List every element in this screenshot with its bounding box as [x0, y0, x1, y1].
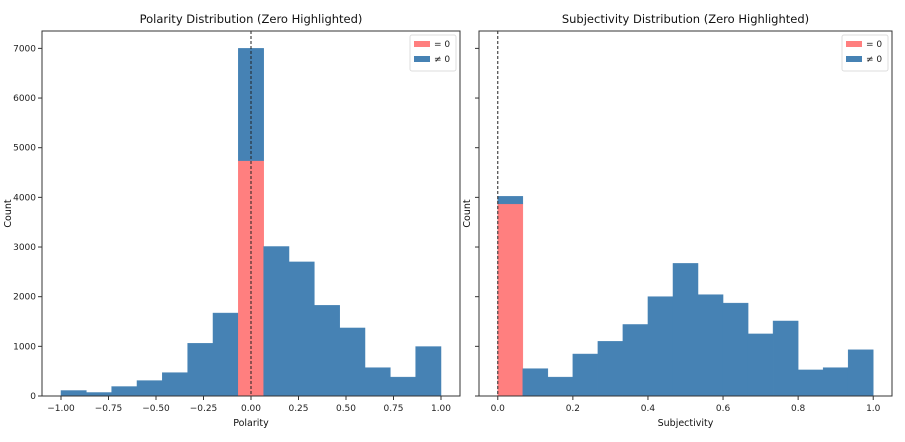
y-tick-label: 5000: [13, 144, 36, 154]
legend-label: = 0: [434, 40, 450, 50]
histogram-bar: [263, 246, 290, 397]
y-tick-label: 3000: [13, 243, 36, 253]
histogram-bar: [136, 380, 163, 397]
y-tick-label: 1000: [13, 342, 36, 352]
histogram-bar: [162, 372, 188, 397]
x-tick-label: 0.50: [336, 404, 356, 414]
x-tick-label: 0.0: [491, 404, 506, 414]
y-tick-label: 7000: [13, 44, 36, 54]
y-axis-label: Count: [462, 199, 473, 227]
y-tick-label: 4000: [13, 193, 36, 203]
histogram-bar: [187, 343, 214, 397]
x-tick-label: 0.2: [566, 404, 580, 414]
histogram-bar: [390, 376, 416, 397]
histogram-bar: [497, 203, 524, 397]
legend-swatch: [414, 56, 430, 62]
x-tick-label: −0.75: [95, 404, 123, 414]
x-tick-label: 0.75: [383, 404, 403, 414]
chart-polarity: −1.00 −0.75 −0.50 −0.25 0.00 0.25 0.50 0.75 1.00…: [3, 12, 461, 429]
legend-label: ≠ 0: [434, 55, 450, 65]
y-axis-label: Count: [3, 199, 14, 227]
histogram-bar: [747, 333, 774, 397]
x-tick-label: −1.00: [47, 404, 75, 414]
x-tick-label: 0.00: [241, 404, 261, 414]
y-tick-label: 2000: [13, 293, 36, 303]
histogram-bar: [212, 312, 239, 397]
histogram-bar: [647, 296, 674, 397]
histogram-bar: [597, 341, 624, 397]
legend-swatch: [846, 56, 862, 62]
chart-subjectivity: 0.0 0.2 0.4 0.6 0.8 1.0 Subjectivity Distribut…: [462, 12, 893, 429]
histogram-bar: [522, 368, 549, 397]
x-tick-label: 1.00: [431, 404, 451, 414]
histogram-bar: [415, 346, 442, 397]
x-tick-label: −0.50: [142, 404, 170, 414]
histogram-bar: [497, 196, 524, 205]
histogram-bar: [572, 353, 599, 397]
chart-title: Subjectivity Distribution (Zero Highligh…: [562, 12, 809, 26]
x-axis-label: Subjectivity: [658, 418, 714, 429]
histogram-bar: [314, 305, 340, 397]
histogram-bar: [847, 349, 874, 397]
histogram-bar: [672, 263, 699, 397]
x-tick-label: 1.0: [866, 404, 881, 414]
histogram-bar: [364, 367, 391, 397]
histogram-bar: [622, 324, 649, 397]
legend: = 0 ≠ 0: [841, 34, 889, 72]
histogram-bar: [86, 392, 112, 397]
histogram-bar: [60, 390, 87, 397]
histogram-bar: [288, 261, 315, 397]
x-tick-label: 0.4: [641, 404, 656, 414]
histogram-bar: [547, 376, 574, 397]
histogram-bar: [822, 367, 849, 397]
legend-swatch: [414, 41, 430, 47]
y-tick-label: 6000: [13, 94, 36, 104]
histogram-bar: [797, 369, 824, 397]
histogram-bar: [722, 302, 749, 397]
histogram-bar: [772, 320, 799, 397]
histogram-bar: [697, 294, 724, 397]
legend-swatch: [846, 41, 862, 47]
x-tick-label: −0.25: [190, 404, 218, 414]
axes-frame: [478, 30, 893, 397]
chart-title: Polarity Distribution (Zero Highlighted): [140, 12, 363, 26]
x-tick-label: 0.6: [716, 404, 731, 414]
legend-label: ≠ 0: [866, 55, 882, 65]
histogram-bar: [111, 386, 138, 397]
x-tick-label: 0.25: [288, 404, 308, 414]
legend-label: = 0: [866, 40, 882, 50]
x-tick-label: 0.8: [791, 404, 806, 414]
x-axis-label: Polarity: [233, 418, 269, 429]
legend: = 0 ≠ 0: [409, 34, 457, 72]
y-tick-label: 0: [30, 392, 36, 402]
histogram-bar: [339, 327, 366, 397]
